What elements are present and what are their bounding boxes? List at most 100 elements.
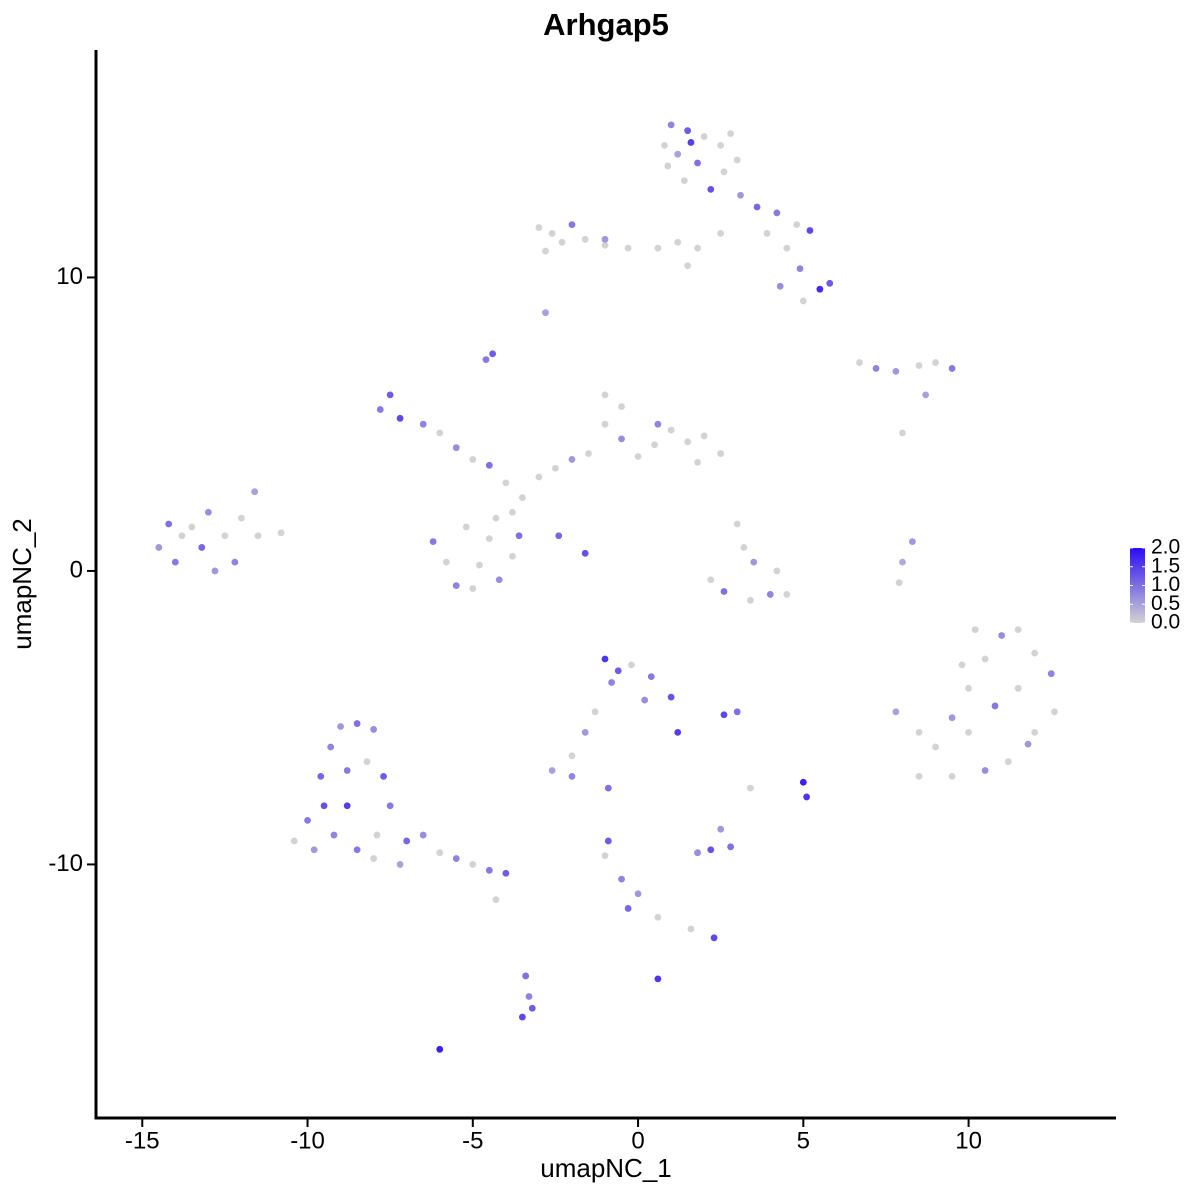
point [687, 925, 695, 933]
point [634, 453, 642, 460]
x-tick-label: 10 [955, 1127, 982, 1154]
point [353, 720, 361, 727]
point [601, 655, 609, 663]
point [469, 861, 477, 868]
point [628, 661, 635, 669]
point [452, 855, 460, 862]
x-axis-label: umapNC_1 [540, 1153, 672, 1183]
point [667, 426, 675, 434]
point [469, 456, 477, 463]
point [442, 558, 450, 566]
point [684, 438, 692, 446]
point [548, 230, 556, 237]
point [178, 532, 186, 540]
point [1004, 758, 1012, 766]
point [634, 890, 642, 898]
point [694, 849, 701, 857]
point [476, 561, 483, 569]
point [568, 772, 576, 780]
point [717, 450, 725, 457]
point [733, 156, 741, 164]
point [733, 708, 741, 716]
point [720, 168, 728, 176]
point [922, 391, 930, 399]
point [310, 846, 318, 854]
point [908, 538, 916, 545]
point [727, 843, 735, 851]
point [509, 508, 516, 516]
point [419, 831, 427, 839]
point [330, 831, 338, 839]
point [661, 141, 668, 149]
point [485, 535, 493, 543]
point [581, 549, 589, 557]
point [528, 1004, 536, 1012]
point [991, 702, 999, 710]
point [535, 473, 543, 481]
point [899, 558, 906, 566]
point [892, 708, 900, 716]
point [343, 767, 351, 774]
point [899, 429, 906, 437]
point [932, 743, 939, 751]
point [568, 752, 576, 760]
point [492, 514, 500, 522]
point [452, 582, 460, 590]
y-tick-label: 10 [56, 263, 83, 290]
point [604, 837, 612, 845]
point [337, 723, 344, 730]
point [204, 508, 212, 516]
point [396, 861, 404, 868]
point [509, 552, 516, 560]
point [515, 532, 523, 540]
point [304, 817, 311, 824]
point [436, 429, 444, 437]
point [667, 121, 675, 129]
point [654, 420, 662, 428]
point [826, 279, 834, 287]
point [436, 849, 444, 857]
point [799, 297, 807, 305]
point [958, 661, 966, 669]
point [948, 714, 956, 722]
point [783, 591, 791, 598]
point [601, 852, 609, 860]
point [363, 758, 371, 766]
point [647, 673, 655, 680]
point [747, 596, 754, 604]
x-tick-label: -10 [290, 1127, 325, 1154]
point [327, 743, 335, 751]
point [518, 494, 526, 501]
point [469, 585, 477, 592]
point [700, 432, 708, 440]
point [773, 567, 781, 575]
point [872, 365, 880, 372]
point [965, 684, 972, 692]
point [740, 544, 748, 551]
point [522, 972, 530, 980]
point [535, 224, 543, 231]
point [290, 837, 298, 845]
point [429, 538, 437, 545]
point [654, 975, 662, 983]
point [492, 896, 500, 904]
colorbar-label: 0.5 [1151, 592, 1180, 615]
point [403, 837, 411, 845]
point [717, 230, 725, 237]
point [452, 444, 460, 452]
y-axis-label: umapNC_2 [7, 518, 37, 650]
point [737, 191, 744, 199]
point [624, 905, 632, 912]
colorbar-label: 1.5 [1151, 554, 1180, 577]
point [525, 993, 533, 1000]
point [373, 831, 381, 839]
point [581, 235, 589, 243]
point [680, 177, 688, 185]
colorbar [1130, 548, 1145, 623]
point [1047, 670, 1055, 678]
point [485, 461, 493, 469]
point [485, 866, 493, 874]
point [601, 391, 609, 399]
point [720, 588, 728, 595]
point [694, 244, 701, 252]
